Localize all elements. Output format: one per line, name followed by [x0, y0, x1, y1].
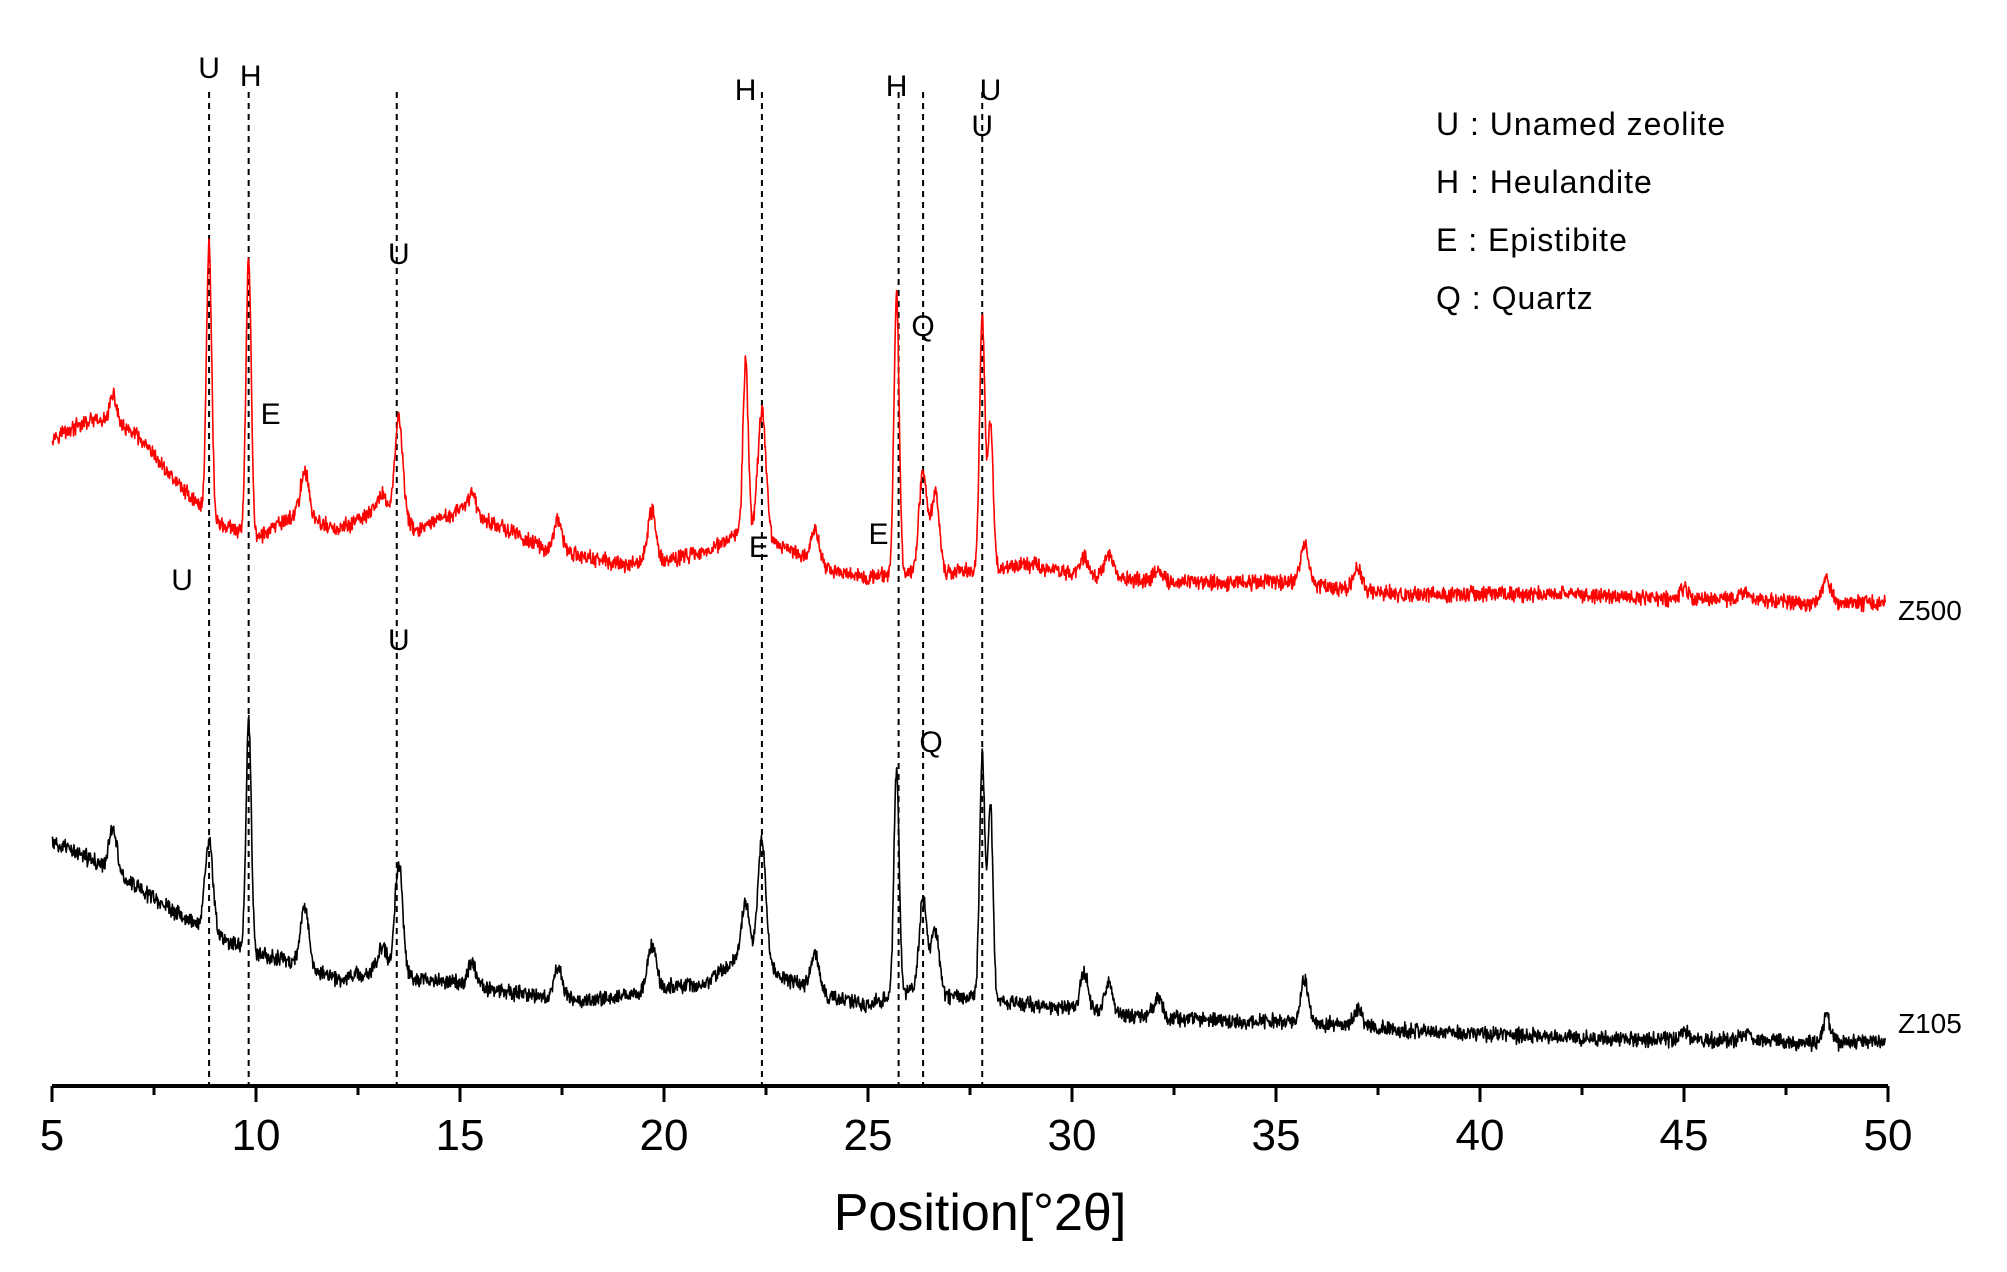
peak-label-z105-e: E [869, 518, 889, 551]
x-tick-label: 20 [640, 1111, 689, 1160]
peak-label-z105-q: Q [919, 726, 942, 759]
x-tick-label: 35 [1252, 1111, 1301, 1160]
series-label-z105: Z105 [1898, 1008, 1962, 1039]
x-tick-label: 5 [40, 1111, 64, 1160]
legend-item-h: H : Heulandite [1436, 164, 1653, 200]
peak-label-z500-u: U [388, 238, 410, 271]
x-axis: 5 10 15 20 25 30 35 40 45 50 Position[°2θ] [40, 1084, 1913, 1242]
peak-label-z500-h: H [886, 70, 908, 103]
series-line-z105 [51, 714, 1886, 1053]
series-line-z500 [51, 238, 1887, 613]
peak-label-z500-q: Q [911, 310, 934, 343]
x-tick-label: 25 [844, 1111, 893, 1160]
x-tick-label: 40 [1456, 1111, 1505, 1160]
reference-lines [208, 92, 984, 1086]
x-tick-label: 30 [1048, 1111, 1097, 1160]
x-axis-ticks: 5 10 15 20 25 30 35 40 45 50 [40, 1086, 1913, 1160]
x-axis-title: Position[°2θ] [834, 1184, 1127, 1242]
legend: U : Unamed zeolite H : Heulandite E : Ep… [1436, 106, 1726, 316]
peak-label-z500-u: U [971, 110, 993, 143]
legend-item-e: E : Epistibite [1436, 222, 1628, 258]
peak-label-z105-e: E [749, 531, 769, 564]
x-tick-label: 45 [1660, 1111, 1709, 1160]
peak-label-z500-h: H [735, 74, 757, 107]
peak-label-z105-u: U [980, 74, 1002, 107]
x-tick-label: 10 [232, 1111, 281, 1160]
peak-label-z105-e: E [261, 398, 281, 431]
peak-label-z105-u: U [388, 624, 410, 657]
peak-label-z105-u: U [171, 564, 193, 597]
peak-label-z500-h: H [240, 60, 262, 93]
legend-item-q: Q : Quartz [1436, 280, 1594, 316]
series-label-z500: Z500 [1898, 595, 1962, 626]
legend-item-u: U : Unamed zeolite [1436, 106, 1726, 142]
x-tick-label: 15 [436, 1111, 485, 1160]
peak-label-z500-u: U [198, 52, 220, 85]
series-layer [51, 238, 1887, 1053]
x-tick-label: 50 [1864, 1111, 1913, 1160]
series-labels: Z500 Z105 [1898, 595, 1962, 1039]
